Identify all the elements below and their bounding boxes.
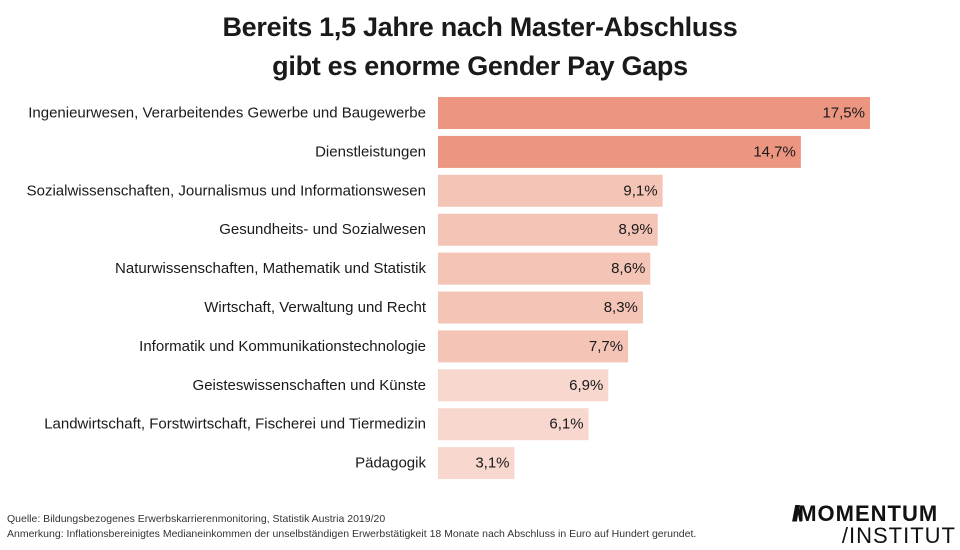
category-label: Informatik und Kommunikationstechnologie [139, 338, 426, 355]
chart-title-line-1: Bereits 1,5 Jahre nach Master-Abschluss [222, 12, 738, 42]
data-label: 3,1% [475, 455, 509, 472]
category-label: Gesundheits- und Sozialwesen [219, 221, 426, 238]
bar-1 [438, 97, 870, 129]
bar-7 [438, 330, 629, 363]
category-label: Wirtschaft, Verwaltung und Recht [204, 299, 427, 316]
bar-9 [438, 408, 589, 441]
logo-line-1: //\MOMENTUM [791, 501, 939, 526]
category-label: Naturwissenschaften, Mathematik und Stat… [115, 260, 426, 277]
bar-10 [438, 447, 515, 480]
bar-2 [438, 135, 801, 168]
bar-4 [438, 213, 658, 246]
bar-8 [438, 369, 609, 402]
logo-line-2: /INSTITUT [841, 523, 956, 548]
bar-chart: Ingenieurwesen, Verarbeitendes Gewerbe u… [27, 97, 870, 480]
category-label: Geisteswissenschaften und Künste [193, 377, 426, 394]
data-label: 9,1% [623, 182, 657, 199]
data-label: 8,6% [611, 260, 645, 277]
category-label: Ingenieurwesen, Verarbeitendes Gewerbe u… [28, 105, 426, 122]
data-label: 14,7% [753, 143, 796, 160]
category-label: Sozialwissenschaften, Journalismus und I… [27, 182, 426, 199]
source-note: Quelle: Bildungsbezogenes Erwerbskarrier… [7, 513, 386, 525]
data-label: 6,9% [569, 377, 603, 394]
category-label: Dienstleistungen [315, 143, 426, 160]
chart-title-line-2: gibt es enorme Gender Pay Gaps [272, 51, 688, 81]
data-label: 8,9% [618, 221, 652, 238]
bar-6 [438, 291, 643, 324]
data-label: 6,1% [549, 416, 583, 433]
momentum-institut-logo: //\MOMENTUM /INSTITUT [792, 503, 956, 547]
data-label: 17,5% [822, 105, 865, 122]
data-label: 8,3% [604, 299, 638, 316]
bar-3 [438, 174, 663, 207]
category-label: Pädagogik [355, 455, 426, 472]
logo-slash-icon: / [841, 523, 849, 548]
chart-title: Bereits 1,5 Jahre nach Master-Abschluss … [0, 8, 960, 86]
bar-5 [438, 252, 651, 285]
chart-footer: Quelle: Bildungsbezogenes Erwerbskarrier… [7, 512, 696, 542]
logo-slash-mark-icon: //\ [791, 501, 803, 526]
methodology-note: Anmerkung: Inflationsbereinigtes Mediane… [7, 528, 697, 540]
data-label: 7,7% [589, 338, 623, 355]
category-label: Landwirtschaft, Forstwirtschaft, Fischer… [44, 416, 426, 433]
